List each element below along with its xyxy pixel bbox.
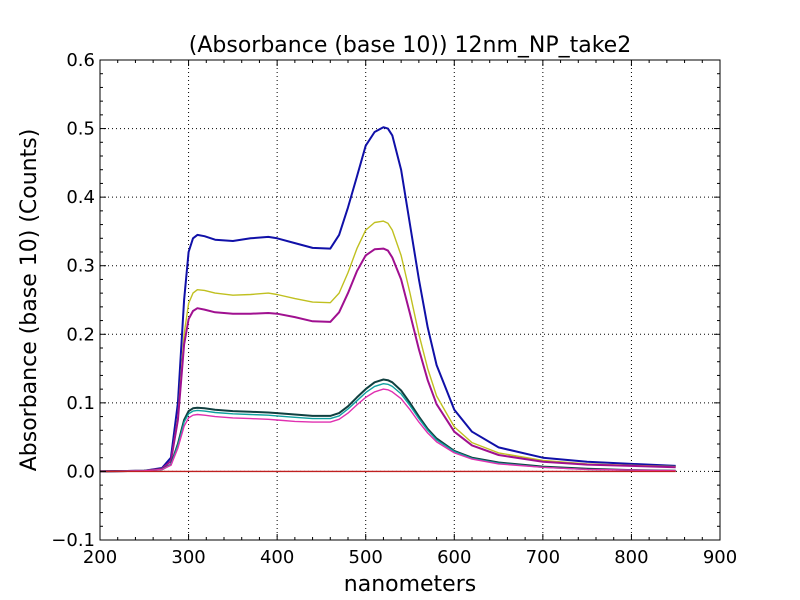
y-tick-label: 0.4: [66, 187, 95, 208]
y-tick-label: 0.3: [66, 256, 95, 277]
x-tick-label: 300: [171, 547, 205, 568]
x-tick-label: 200: [83, 547, 117, 568]
series-line-6: [99, 388, 676, 473]
x-tick-label: 400: [260, 547, 294, 568]
y-tick-label: 0.6: [66, 50, 95, 71]
x-tick-label: 900: [703, 547, 737, 568]
y-tick-label: 0.1: [66, 393, 95, 414]
series-line-1: [99, 126, 676, 473]
y-tick-label: 0.5: [66, 119, 95, 140]
x-tick-label: 500: [349, 547, 383, 568]
x-axis-label: nanometers: [344, 572, 476, 597]
x-tick-label: 600: [437, 547, 471, 568]
y-axis-label: Absorbance (base 10) (Counts): [17, 129, 42, 472]
x-tick-label: 800: [614, 547, 648, 568]
y-tick-label: 0.2: [66, 324, 95, 345]
x-tick-label: 700: [526, 547, 560, 568]
series-lines: [99, 126, 676, 473]
series-line-4: [99, 378, 676, 473]
grid-lines: [100, 60, 720, 540]
chart-title: (Absorbance (base 10)) 12nm_NP_take2: [189, 33, 631, 58]
axis-ticks: 200 300 400 500 600 700 800 900 −0.1 0.0 0.1 0.2 0.3…: [51, 50, 737, 568]
y-tick-label: −0.1: [51, 530, 95, 551]
plot-area-frame: [99, 59, 721, 541]
series-line-2: [99, 220, 676, 473]
series-line-5: [99, 383, 676, 473]
y-tick-label: 0.0: [66, 461, 95, 482]
series-line-3: [99, 247, 676, 473]
